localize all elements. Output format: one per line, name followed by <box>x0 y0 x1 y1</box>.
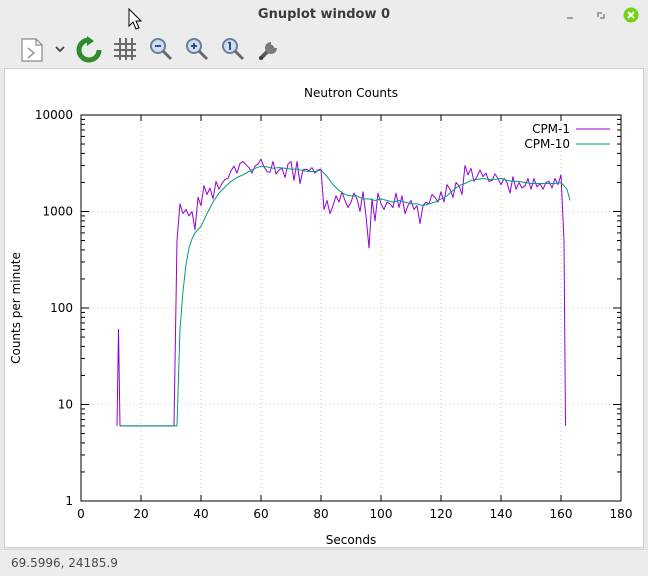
x-tick-label: 180 <box>610 507 633 521</box>
y-tick-label: 10 <box>58 398 73 412</box>
series-group <box>116 158 571 427</box>
title-bar: Gnuplot window 0 <box>0 0 648 30</box>
zoom-reset-button[interactable] <box>218 34 248 64</box>
x-tick-label: 120 <box>430 507 453 521</box>
x-axis-label: Seconds <box>326 533 376 547</box>
x-tick-label: 140 <box>490 507 513 521</box>
copy-export-icon <box>21 38 43 62</box>
legend-label-cpm-10: CPM-10 <box>524 137 570 151</box>
x-tick-label: 0 <box>77 507 85 521</box>
x-tick-label: 40 <box>193 507 208 521</box>
series-line-cpm-1 <box>116 158 566 427</box>
toolbar <box>0 30 648 68</box>
close-icon <box>623 7 639 23</box>
minimize-icon <box>567 17 573 19</box>
x-tick-label: 160 <box>550 507 573 521</box>
y-axis-label: Counts per minute <box>9 252 23 364</box>
chart-title: Neutron Counts <box>304 86 398 100</box>
plot-canvas[interactable]: 0 20 40 60 80 100 120 140 160 180 1 10 100 1000 10000 … <box>4 68 644 548</box>
zoom-out-icon <box>150 38 173 61</box>
grid-lines <box>81 115 621 501</box>
zoom-in-icon <box>186 38 209 61</box>
x-tick-label: 60 <box>253 507 268 521</box>
mouse-pointer-icon <box>128 8 143 30</box>
replot-icon <box>76 36 102 63</box>
series-line-cpm-10 <box>120 165 571 427</box>
maximize-icon <box>597 12 605 19</box>
grid-button[interactable] <box>110 34 140 64</box>
y-tick-label: 100 <box>50 301 73 315</box>
zoom-out-button[interactable] <box>146 34 176 64</box>
replot-button[interactable] <box>74 34 104 64</box>
y-tick-label: 1 <box>65 494 73 508</box>
options-button[interactable] <box>254 34 284 64</box>
maximize-button[interactable] <box>592 6 610 24</box>
y-tick-label: 1000 <box>42 205 73 219</box>
axis-ticks: 0 20 40 60 80 100 120 140 160 180 1 10 100 1000 10000 <box>35 108 633 521</box>
minimize-button[interactable] <box>561 6 579 24</box>
cursor-coordinates: 69.5996, 24185.9 <box>11 556 118 570</box>
x-tick-label: 100 <box>370 507 393 521</box>
zoom-in-button[interactable] <box>182 34 212 64</box>
export-dropdown-button[interactable] <box>50 34 70 64</box>
y-tick-label: 10000 <box>35 108 73 122</box>
chevron-down-icon <box>55 46 65 53</box>
status-bar: 69.5996, 24185.9 <box>0 549 648 576</box>
window-title: Gnuplot window 0 <box>257 7 391 22</box>
legend-label-cpm-1: CPM-1 <box>532 122 570 136</box>
grid-icon <box>114 38 136 60</box>
options-wrench-icon <box>259 42 277 60</box>
zoom-reset-icon <box>222 38 245 61</box>
close-button[interactable] <box>622 6 640 24</box>
x-tick-label: 80 <box>313 507 328 521</box>
x-tick-label: 20 <box>133 507 148 521</box>
copy-export-button[interactable] <box>18 34 48 64</box>
neutron-counts-chart[interactable]: 0 20 40 60 80 100 120 140 160 180110100100010000 … <box>5 69 643 547</box>
legend: CPM-1 CPM-10 <box>524 122 610 151</box>
